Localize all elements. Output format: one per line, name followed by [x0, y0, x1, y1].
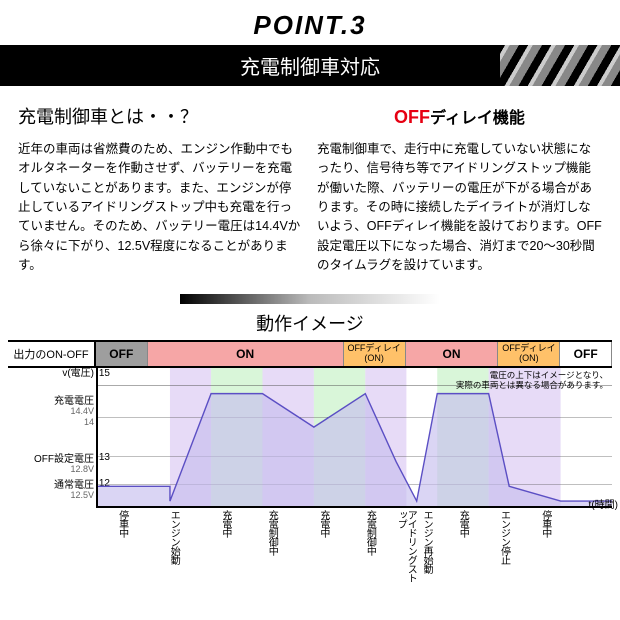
time-axis-label: t(時間)	[589, 496, 618, 511]
header: POINT.3 充電制御車対応	[0, 0, 620, 86]
x-label: 充電中	[318, 510, 328, 537]
xaxis-labels: t(時間) 停車中エンジン始動充電中充電制御中充電中充電制御中アイドリングストッ…	[96, 508, 612, 588]
timeline-cell: OFFディレイ(ON)	[344, 342, 406, 366]
left-column: 充電制御車とは・・？ 近年の車両は省燃費のため、エンジン作動中でもオルタネーター…	[18, 104, 303, 276]
banner-text: 充電制御車対応	[240, 57, 380, 79]
y-label: 14	[84, 418, 94, 428]
y-label: 充電電圧14.4V	[54, 396, 94, 417]
left-title: 充電制御車とは・・？	[18, 104, 303, 132]
section-title-wrap: 動作イメージ	[0, 292, 620, 336]
section-title: 動作イメージ	[256, 314, 364, 334]
chart-note: 電圧の上下はイメージとなり、 実際の車両とは異なる場合があります。	[456, 370, 608, 391]
x-label: 充電中	[220, 510, 230, 537]
x-label: 充電制御中	[364, 510, 374, 555]
left-body: 近年の車両は省燃費のため、エンジン作動中でもオルタネーターを作動させず、バッテリ…	[18, 140, 303, 276]
timeline-cell: OFF	[96, 342, 148, 366]
timeline-row: 出力のON-OFF OFFONOFFディレイ(ON)ONOFFディレイ(ON)O…	[8, 340, 612, 368]
timeline-cell: ON	[406, 342, 499, 366]
x-label: エンジン始動	[168, 510, 178, 564]
y-label: 通常電圧12.5V	[54, 480, 94, 501]
timeline-cell: ON	[148, 342, 344, 366]
right-title-rest: ディレイ機能	[430, 110, 525, 127]
xaxis: t(時間) 停車中エンジン始動充電中充電制御中充電中充電制御中アイドリングストッ…	[8, 508, 612, 588]
right-title: OFFディレイ機能	[317, 104, 602, 132]
x-label: エンジン再始動	[421, 510, 431, 573]
timeline-cells: OFFONOFFディレイ(ON)ONOFFディレイ(ON)OFF	[96, 342, 612, 366]
chart: v(電圧)15充電電圧14.4V14OFF設定電圧12.8V13通常電圧12.5…	[8, 368, 612, 508]
x-label: 停車中	[117, 510, 127, 537]
x-label: 停車中	[540, 510, 550, 537]
point-title: POINT.3	[0, 10, 620, 41]
banner: 充電制御車対応	[0, 45, 620, 86]
x-label: 充電中	[457, 510, 467, 537]
right-body: 充電制御車で、走行中に充電していない状態になったり、信号待ち等でアイドリングスト…	[317, 140, 602, 276]
y-label: OFF設定電圧12.8V	[34, 454, 94, 475]
gradient-bar-icon	[180, 294, 440, 304]
timeline-cell: OFFディレイ(ON)	[498, 342, 560, 366]
chart-area: 電圧の上下はイメージとなり、 実際の車両とは異なる場合があります。	[96, 368, 612, 508]
x-label: アイドリングストップ	[395, 510, 415, 588]
x-label: エンジン停止	[498, 510, 508, 564]
off-text: OFF	[394, 107, 430, 127]
y-label: v(電圧)	[62, 368, 94, 379]
timeline-cell: OFF	[560, 342, 612, 366]
two-column-body: 充電制御車とは・・？ 近年の車両は省燃費のため、エンジン作動中でもオルタネーター…	[0, 86, 620, 286]
right-column: OFFディレイ機能 充電制御車で、走行中に充電していない状態になったり、信号待ち…	[317, 104, 602, 276]
timeline-left-label: 出力のON-OFF	[8, 342, 96, 366]
chart-ylabels: v(電圧)15充電電圧14.4V14OFF設定電圧12.8V13通常電圧12.5…	[8, 368, 96, 508]
x-label: 充電制御中	[266, 510, 276, 555]
